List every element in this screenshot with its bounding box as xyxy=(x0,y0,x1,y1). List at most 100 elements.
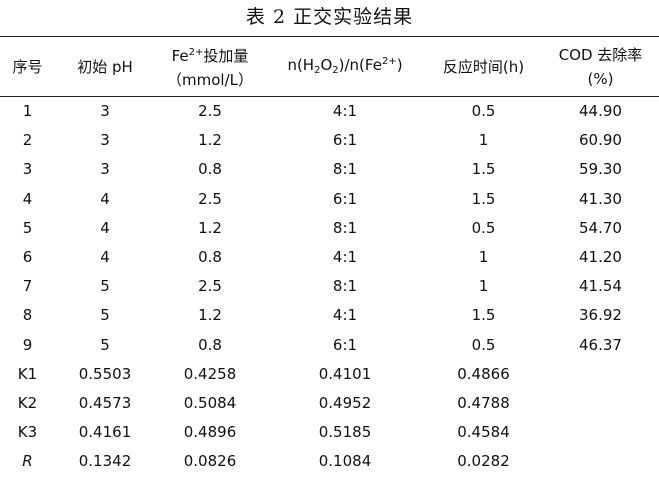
cell-fe-dosage: 1.2 xyxy=(198,306,222,325)
cell-fe-dosage: 1.2 xyxy=(198,218,222,237)
table-row: 5 4 1.2 8:1 0.5 54.70 xyxy=(0,213,659,242)
header-cod-label: COD 去除率 xyxy=(558,45,643,64)
cell-cod-removal: 59.30 xyxy=(579,160,622,179)
cell-fe-dosage: 0.8 xyxy=(198,248,222,267)
cell-fe-dosage: 2.5 xyxy=(198,102,222,121)
cell-row-label: 9 xyxy=(22,335,33,354)
cell-initial-ph: 3 xyxy=(100,131,110,150)
cell-fe-dosage: 0.4258 xyxy=(183,364,237,383)
cell-cod-removal xyxy=(542,359,659,388)
cell-molar-ratio: 8:1 xyxy=(332,277,358,296)
cell-initial-ph: 5 xyxy=(100,306,110,325)
table-row: K2 0.4573 0.5084 0.4952 0.4788 xyxy=(0,388,659,417)
table-row: 4 4 2.5 6:1 1.5 41.30 xyxy=(0,184,659,213)
table-row: K1 0.5503 0.4258 0.4101 0.4866 xyxy=(0,359,659,388)
cell-molar-ratio: 6:1 xyxy=(332,189,358,208)
cell-fe-dosage: 0.4896 xyxy=(183,423,237,442)
cell-cod-removal: 41.54 xyxy=(579,277,622,296)
table-row: 1 3 2.5 4:1 0.5 44.90 xyxy=(0,97,659,126)
header-ratio-c: )/n(Fe xyxy=(338,56,382,74)
cell-cod-removal: 60.90 xyxy=(579,131,622,150)
cell-molar-ratio: 4:1 xyxy=(332,102,358,121)
cell-molar-ratio: 8:1 xyxy=(332,160,358,179)
cell-initial-ph: 5 xyxy=(100,277,110,296)
orthogonal-results-table: 序号 初始 pH Fe2+投加量 （mmol/L） n(H2O2)/n(Fe2+… xyxy=(0,36,659,476)
cell-reaction-time: 0.5 xyxy=(471,335,496,354)
table-row: R 0.1342 0.0826 0.1084 0.0282 xyxy=(0,447,659,476)
header-fe-rest: 投加量 xyxy=(203,47,249,65)
cell-initial-ph: 3 xyxy=(100,160,110,179)
cell-fe-dosage: 0.8 xyxy=(198,160,222,179)
header-ratio-d: ) xyxy=(396,56,403,74)
cell-cod-removal xyxy=(542,447,659,476)
cell-reaction-time: 1 xyxy=(478,131,489,150)
cell-reaction-time: 0.4788 xyxy=(457,393,510,412)
cell-row-label: K3 xyxy=(17,423,38,442)
header-molar-ratio: n(H2O2)/n(Fe2+) xyxy=(265,36,425,97)
cell-fe-dosage: 2.5 xyxy=(198,277,222,296)
header-ratio-sup: 2+ xyxy=(381,56,397,67)
cell-molar-ratio: 6:1 xyxy=(332,335,358,354)
cell-fe-dosage: 0.8 xyxy=(198,335,222,354)
cell-initial-ph: 0.4161 xyxy=(78,423,132,442)
cell-molar-ratio: 6:1 xyxy=(332,131,358,150)
cell-row-label: K1 xyxy=(17,364,38,383)
table-row: 6 4 0.8 4:1 1 41.20 xyxy=(0,242,659,271)
table-body: 1 3 2.5 4:1 0.5 44.90 2 3 1.2 6:1 1 60.90 3 3 0.8 8:1 1.… xyxy=(0,97,659,476)
header-row: 序号 初始 pH Fe2+投加量 （mmol/L） n(H2O2)/n(Fe2+… xyxy=(0,36,659,97)
table-caption: 表 2 正交实验结果 xyxy=(245,6,414,28)
cell-reaction-time: 1.5 xyxy=(471,189,496,208)
cell-molar-ratio: 0.4952 xyxy=(318,393,372,412)
cell-row-label: 2 xyxy=(22,131,33,150)
cell-row-label: 1 xyxy=(22,102,33,121)
cell-row-label: K2 xyxy=(17,393,38,412)
table-row: 8 5 1.2 4:1 1.5 36.92 xyxy=(0,301,659,330)
cell-row-label: 3 xyxy=(22,160,33,179)
header-reaction-time: 反应时间(h) xyxy=(425,36,542,97)
header-fe-unit: （mmol/L） xyxy=(167,71,253,89)
header-fe-dosage: Fe2+投加量 （mmol/L） xyxy=(155,36,265,97)
header-fe-base: Fe xyxy=(171,47,189,65)
cell-reaction-time: 1.5 xyxy=(471,306,496,325)
cell-reaction-time: 1 xyxy=(478,248,489,267)
cell-row-label: 6 xyxy=(22,248,33,267)
cell-row-label: 4 xyxy=(22,189,33,208)
cell-initial-ph: 3 xyxy=(100,102,110,121)
table-row: 2 3 1.2 6:1 1 60.90 xyxy=(0,126,659,155)
cell-reaction-time: 0.4584 xyxy=(457,423,510,442)
header-ratio-b: O xyxy=(320,56,333,74)
table-row: K3 0.4161 0.4896 0.5185 0.4584 xyxy=(0,418,659,447)
cell-cod-removal: 46.37 xyxy=(579,335,622,354)
cell-initial-ph: 4 xyxy=(100,189,110,208)
cell-molar-ratio: 0.5185 xyxy=(318,423,372,442)
cell-initial-ph: 4 xyxy=(100,248,110,267)
cell-reaction-time: 1 xyxy=(478,277,489,296)
cell-reaction-time: 0.5 xyxy=(471,218,496,237)
cell-row-label: 8 xyxy=(22,306,33,325)
cell-row-label: 5 xyxy=(22,218,33,237)
cell-cod-removal: 41.30 xyxy=(579,189,622,208)
header-cod-removal: COD 去除率 (%) xyxy=(542,36,659,97)
table-row: 7 5 2.5 8:1 1 41.54 xyxy=(0,272,659,301)
table-row: 3 3 0.8 8:1 1.5 59.30 xyxy=(0,155,659,184)
cell-fe-dosage: 0.5084 xyxy=(183,393,237,412)
cell-initial-ph: 4 xyxy=(100,218,110,237)
cell-row-label: 7 xyxy=(22,277,33,296)
cell-reaction-time: 1.5 xyxy=(471,160,496,179)
header-index: 序号 xyxy=(0,36,55,97)
header-initial-ph: 初始 pH xyxy=(55,36,155,97)
cell-fe-dosage: 1.2 xyxy=(198,131,222,150)
cell-cod-removal xyxy=(542,388,659,417)
cell-initial-ph: 0.1342 xyxy=(78,452,132,471)
cell-cod-removal: 36.92 xyxy=(579,306,622,325)
cell-cod-removal: 41.20 xyxy=(579,248,622,267)
cell-fe-dosage: 2.5 xyxy=(198,189,222,208)
header-ratio-a: n(H xyxy=(287,56,315,74)
table-row: 9 5 0.8 6:1 0.5 46.37 xyxy=(0,330,659,359)
cell-cod-removal: 44.90 xyxy=(579,102,622,121)
cell-row-label: R xyxy=(22,452,33,471)
cell-reaction-time: 0.0282 xyxy=(457,452,510,471)
cell-initial-ph: 0.5503 xyxy=(78,364,132,383)
cell-cod-removal xyxy=(542,418,659,447)
cell-molar-ratio: 4:1 xyxy=(332,306,358,325)
